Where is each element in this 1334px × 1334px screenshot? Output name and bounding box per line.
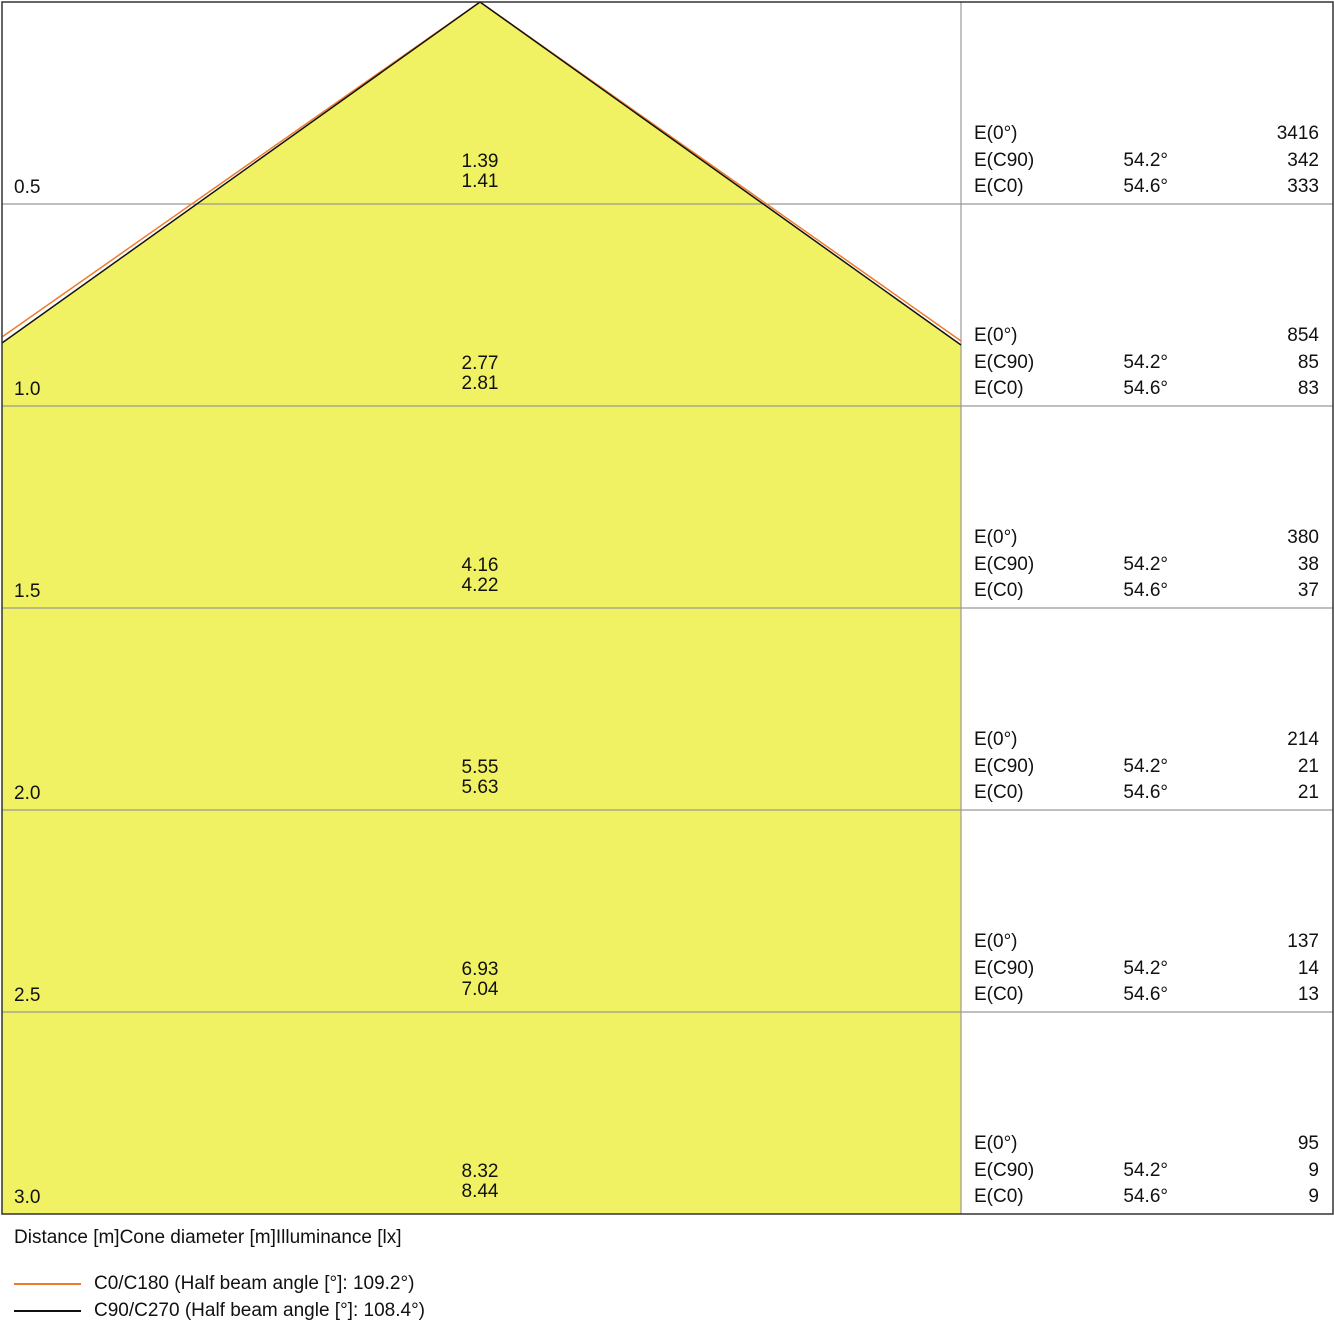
cone-diameter-c0: 7.04 — [461, 979, 499, 1000]
legend-label: C0/C180 (Half beam angle [°]: 109.2°) — [94, 1273, 415, 1294]
distance-label: 1.0 — [14, 379, 41, 400]
illuminance-label: E(C0) — [974, 580, 1024, 601]
angle-value: 54.2° — [1123, 1160, 1168, 1181]
illuminance-label: E(C0) — [974, 176, 1024, 197]
illuminance-label: E(0°) — [974, 729, 1018, 750]
illuminance-label: E(0°) — [974, 931, 1018, 952]
illuminance-value: 14 — [1297, 958, 1319, 979]
angle-value: 54.6° — [1123, 580, 1168, 601]
angle-value: 54.2° — [1123, 150, 1168, 171]
illuminance-label: E(0°) — [974, 1133, 1018, 1154]
angle-value: 54.2° — [1123, 958, 1168, 979]
distance-label: 2.5 — [14, 985, 41, 1006]
illuminance-label: E(C90) — [974, 756, 1035, 777]
illuminance-value: 380 — [1287, 527, 1319, 548]
cone-diagram — [1, 1, 1334, 1215]
cone-diameter-c90: 1.39 — [461, 151, 499, 172]
illuminance-label: E(0°) — [974, 123, 1018, 144]
distance-label: 0.5 — [14, 177, 41, 198]
illuminance-value: 137 — [1287, 931, 1319, 952]
illuminance-value: 21 — [1297, 782, 1319, 803]
illuminance-label: E(C0) — [974, 782, 1024, 803]
illuminance-value: 21 — [1297, 756, 1319, 777]
illuminance-label: E(0°) — [974, 527, 1018, 548]
cone-diameter-c90: 4.16 — [461, 555, 499, 576]
angle-value: 54.6° — [1123, 176, 1168, 197]
illuminance-value: 9 — [1308, 1160, 1319, 1181]
distance-label: 1.5 — [14, 581, 41, 602]
illuminance-value: 333 — [1287, 176, 1319, 197]
illuminance-value: 13 — [1297, 984, 1319, 1005]
illuminance-value: 3416 — [1276, 123, 1319, 144]
angle-value: 54.2° — [1123, 554, 1168, 575]
illuminance-value: 854 — [1287, 325, 1319, 346]
cone-diameter-c90: 2.77 — [461, 353, 499, 374]
angle-value: 54.6° — [1123, 1186, 1168, 1207]
angle-value: 54.6° — [1123, 378, 1168, 399]
legend-swatch — [14, 1282, 81, 1285]
illuminance-label: E(C90) — [974, 554, 1035, 575]
illuminance-value: 83 — [1297, 378, 1319, 399]
illuminance-label: E(0°) — [974, 325, 1018, 346]
angle-value: 54.6° — [1123, 984, 1168, 1005]
illuminance-label: E(C90) — [974, 150, 1035, 171]
illuminance-label: E(C0) — [974, 378, 1024, 399]
legend-swatch — [14, 1309, 81, 1312]
illuminance-label: E(C90) — [974, 1160, 1035, 1181]
cone-diameter-c0: 1.41 — [461, 171, 499, 192]
illuminance-value: 85 — [1297, 352, 1319, 373]
chart-caption: Distance [m]Cone diameter [m]Illuminance… — [14, 1227, 402, 1248]
illuminance-value: 95 — [1297, 1133, 1319, 1154]
illuminance-label: E(C90) — [974, 352, 1035, 373]
illuminance-value: 37 — [1297, 580, 1319, 601]
chart-frame — [1, 1, 1334, 1215]
cone-diameter-c0: 4.22 — [461, 575, 499, 596]
cone-diameter-c0: 8.44 — [461, 1181, 499, 1202]
legend-item-c0-c180: C0/C180 (Half beam angle [°]: 109.2°) — [14, 1273, 414, 1295]
angle-value: 54.2° — [1123, 352, 1168, 373]
distance-label: 2.0 — [14, 783, 41, 804]
illuminance-value: 9 — [1308, 1186, 1319, 1207]
cone-diameter-c0: 2.81 — [461, 373, 499, 394]
legend-item-c90-c270: C90/C270 (Half beam angle [°]: 108.4°) — [14, 1300, 425, 1322]
angle-value: 54.6° — [1123, 782, 1168, 803]
legend-label: C90/C270 (Half beam angle [°]: 108.4°) — [94, 1300, 425, 1321]
angle-value: 54.2° — [1123, 756, 1168, 777]
illuminance-label: E(C0) — [974, 1186, 1024, 1207]
illuminance-value: 38 — [1297, 554, 1319, 575]
illuminance-value: 342 — [1287, 150, 1319, 171]
distance-label: 3.0 — [14, 1187, 41, 1208]
cone-diameter-c90: 5.55 — [461, 757, 499, 778]
illuminance-value: 214 — [1287, 729, 1319, 750]
illuminance-label: E(C90) — [974, 958, 1035, 979]
cone-diameter-c90: 6.93 — [461, 959, 499, 980]
cone-diameter-c0: 5.63 — [461, 777, 499, 798]
illuminance-label: E(C0) — [974, 984, 1024, 1005]
cone-diameter-c90: 8.32 — [461, 1161, 499, 1182]
